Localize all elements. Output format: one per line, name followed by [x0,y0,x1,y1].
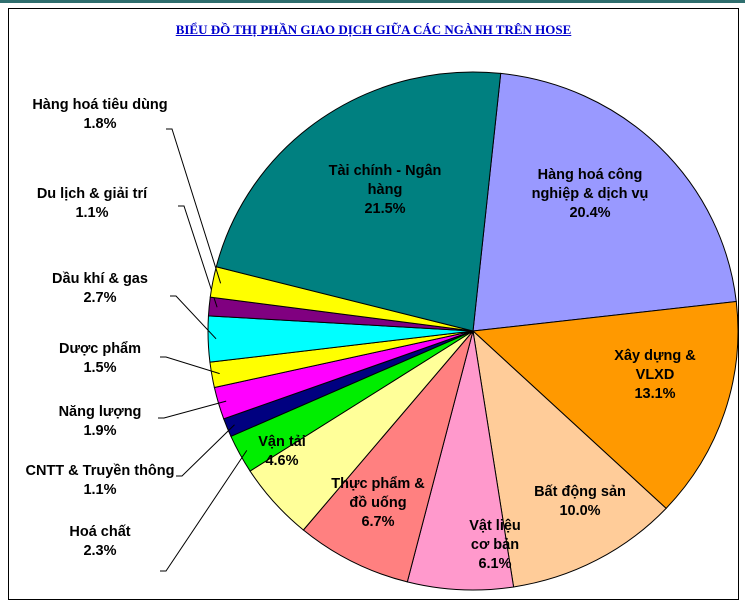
leader-line [166,128,222,284]
slice-label: Du lịch & giải trí 1.1% [27,185,157,223]
leader-line [160,356,220,375]
slice-label: Dầu khí & gas 2.7% [35,270,165,308]
slice-label: Dược phẩm 1.5% [35,340,165,378]
slice-name: Thực phẩm & đồ uống [331,476,425,511]
leader-line [160,450,248,572]
slice-value: 21.5% [364,201,406,217]
slice-name: Du lịch & giải trí [36,186,148,202]
slice-name: Năng lượng [58,404,142,420]
slice-name: Bất động sản [534,484,626,500]
slice-name: CNTT & Truyền thông [25,463,175,479]
slice-value: 10.0% [559,503,601,519]
slice-value: 6.1% [478,556,512,572]
leader-line [170,295,217,340]
slice-value: 4.6% [265,453,299,469]
slice-label: Hàng hoá tiêu dùng 1.8% [30,96,170,134]
chart-area [8,8,739,600]
slice-value: 2.3% [83,543,117,559]
slice-value: 1.1% [83,482,117,498]
slice-value: 1.9% [83,423,117,439]
slice-label: Năng lượng 1.9% [35,403,165,441]
chart-title: BIỂU ĐỒ THỊ PHẦN GIAO DỊCH GIỮA CÁC NGÀN… [175,22,572,37]
slice-label: Xây dựng & VLXD 13.1% [600,347,710,404]
slice-label: Hoá chất 2.3% [35,523,165,561]
slice-value: 13.1% [634,386,676,402]
slice-name: Vật liệu cơ bản [469,518,521,553]
slice-name: Vận tải [258,434,306,450]
leader-line [158,400,227,419]
slice-value: 1.8% [83,116,117,132]
slice-label: Vận tải 4.6% [242,433,322,471]
slice-name: Xây dựng & VLXD [614,348,696,383]
slice-name: Tài chính - Ngân hàng [328,163,442,198]
slice-value: 1.5% [83,360,117,376]
slice-label: Thực phẩm & đồ uống 6.7% [323,475,433,532]
slice-value: 20.4% [569,205,611,221]
slice-value: 6.7% [361,514,395,530]
slice-name: Dược phẩm [58,341,142,357]
slice-name: Hàng hoá tiêu dùng [32,97,168,113]
pie-slice [302,330,474,583]
slice-label: Tài chính - Ngân hàng 21.5% [310,162,460,219]
pie-slice [472,329,667,588]
slice-value: 2.7% [83,290,117,306]
slice-name: Hàng hoá công nghiệp & dịch vụ [531,167,649,202]
pie-slice [215,71,502,332]
pie-slice [472,72,737,332]
slice-name: Hoá chất [69,524,131,540]
slice-label: Vật liệu cơ bản 6.1% [460,517,530,574]
leader-line [176,424,235,477]
leader-line [178,205,218,308]
slice-label: CNTT & Truyền thông 1.1% [25,462,175,500]
slice-value: 1.1% [75,205,109,221]
slice-label: Bất động sản 10.0% [520,483,640,521]
slice-label: Hàng hoá công nghiệp & dịch vụ 20.4% [515,166,665,223]
slice-name: Dầu khí & gas [52,271,148,287]
pie-slice [471,300,739,510]
